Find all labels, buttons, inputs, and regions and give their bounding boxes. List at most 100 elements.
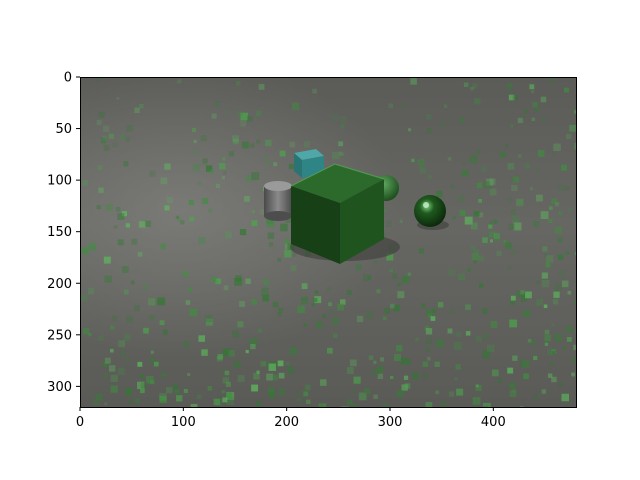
noise-speck: [534, 394, 539, 399]
noise-speck: [249, 337, 258, 346]
noise-speck: [219, 369, 224, 374]
noise-speck: [513, 222, 522, 231]
noise-speck: [245, 349, 249, 354]
noise-speck: [329, 309, 333, 314]
noise-speck: [306, 399, 311, 404]
noise-speck: [192, 163, 201, 172]
image-area: [80, 77, 576, 407]
noise-speck: [432, 308, 437, 313]
noise-speck: [571, 357, 576, 364]
noise-speck: [508, 94, 515, 101]
noise-speck: [520, 295, 528, 302]
noise-speck: [568, 206, 573, 211]
noise-speck: [511, 184, 518, 192]
noise-speck: [201, 349, 208, 356]
noise-speck: [503, 240, 507, 244]
noise-speck: [377, 366, 384, 373]
noise-speck: [340, 124, 345, 129]
noise-speck: [244, 196, 250, 202]
noise-speck: [110, 348, 114, 353]
noise-speck: [350, 404, 358, 407]
noise-speck: [488, 224, 493, 229]
noise-speck: [256, 401, 261, 406]
noise-speck: [390, 303, 395, 309]
noise-speck: [160, 243, 166, 250]
noise-speck: [313, 297, 318, 303]
noise-speck: [331, 317, 340, 325]
noise-speck: [113, 225, 118, 229]
noise-speck: [489, 239, 494, 243]
noise-speck: [507, 197, 513, 203]
noise-speck: [221, 157, 226, 161]
noise-speck: [249, 143, 255, 148]
noise-speck: [532, 101, 538, 108]
noise-speck: [312, 88, 318, 94]
noise-speck: [340, 299, 346, 305]
y-tick-label: 300: [47, 380, 72, 395]
noise-speck: [311, 302, 316, 307]
noise-speck: [237, 321, 244, 328]
noise-speck: [245, 278, 251, 284]
axes-frame: [80, 77, 577, 408]
noise-speck: [134, 107, 140, 114]
noise-speck: [121, 211, 128, 217]
noise-speck: [108, 133, 115, 139]
noise-speck: [191, 127, 197, 133]
noise-speck: [150, 350, 154, 354]
noise-speck: [405, 358, 411, 365]
noise-speck: [519, 290, 525, 295]
noise-speck: [318, 403, 327, 407]
noise-speck: [288, 164, 294, 170]
noise-speck: [511, 388, 516, 393]
noise-speck: [447, 157, 452, 161]
noise-speck: [221, 176, 226, 180]
noise-speck: [574, 252, 576, 256]
noise-speck: [358, 392, 367, 401]
noise-speck: [241, 141, 249, 149]
noise-speck: [198, 335, 206, 342]
noise-speck: [283, 238, 290, 244]
noise-speck: [379, 357, 385, 362]
noise-speck: [268, 242, 274, 247]
noise-speck: [426, 356, 431, 361]
noise-speck: [251, 384, 259, 392]
noise-speck: [363, 274, 371, 282]
noise-speck: [530, 89, 535, 94]
noise-speck: [464, 216, 473, 225]
noise-speck: [200, 135, 207, 142]
noise-speck: [202, 159, 208, 165]
noise-speck: [117, 367, 125, 375]
noise-speck: [277, 312, 282, 317]
noise-speck: [303, 391, 309, 397]
noise-speck: [367, 276, 372, 280]
noise-speck: [245, 175, 252, 182]
noise-speck: [118, 133, 126, 141]
noise-speck: [300, 296, 308, 304]
noise-speck: [510, 209, 516, 215]
noise-speck: [388, 103, 394, 109]
noise-speck: [353, 376, 361, 384]
noise-speck: [219, 162, 226, 170]
noise-speck: [396, 390, 404, 398]
noise-speck: [117, 213, 125, 221]
noise-speck: [205, 314, 213, 322]
noise-speck: [552, 153, 556, 157]
noise-speck: [143, 327, 149, 334]
noise-speck: [222, 397, 228, 403]
noise-speck: [101, 392, 105, 397]
noise-speck: [554, 202, 560, 207]
noise-speck: [512, 355, 518, 361]
noise-speck: [289, 347, 298, 355]
noise-speck: [149, 314, 155, 321]
noise-speck: [188, 200, 194, 206]
noise-speck: [558, 382, 563, 387]
noise-speck: [278, 307, 284, 313]
noise-speck: [183, 341, 190, 348]
noise-speck: [214, 101, 220, 106]
noise-speck: [457, 195, 465, 203]
noise-speck: [462, 161, 467, 166]
noise-speck: [469, 155, 478, 164]
noise-speck: [382, 316, 387, 321]
noise-speck: [377, 373, 383, 380]
noise-speck: [373, 360, 377, 364]
